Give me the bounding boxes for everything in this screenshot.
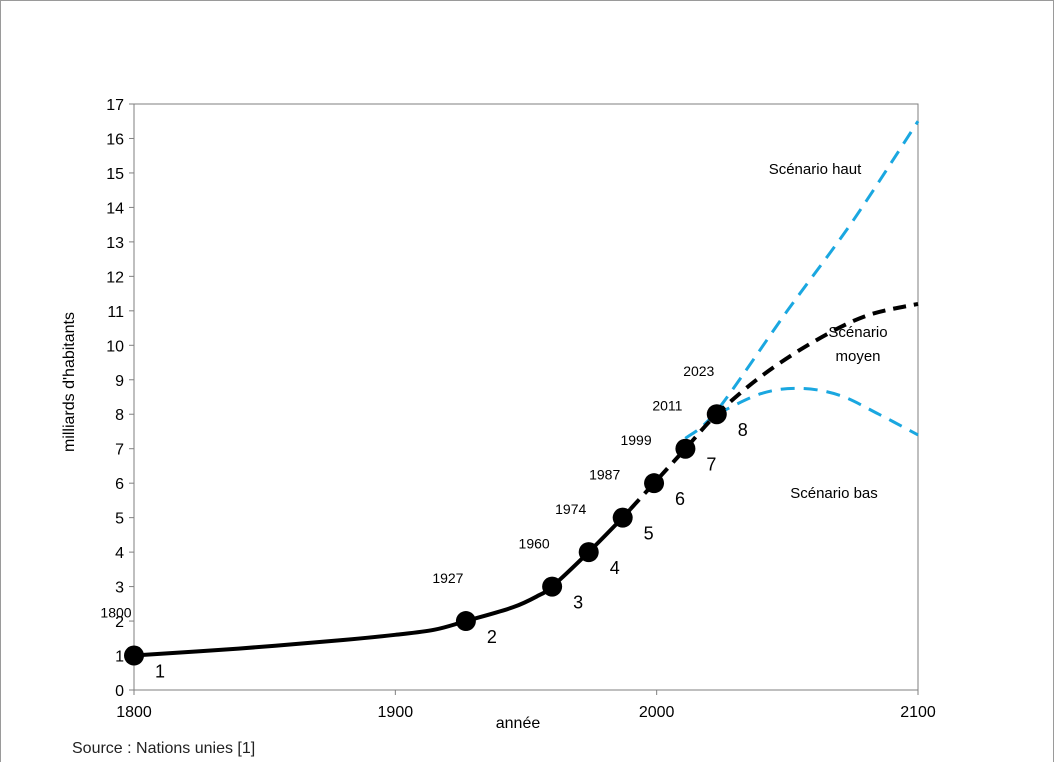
y-tick-label: 13 xyxy=(106,235,124,252)
milestone-year-label: 1987 xyxy=(589,467,620,483)
x-axis-label: année xyxy=(496,715,541,732)
scenario-label-low: Scénario bas xyxy=(790,485,878,502)
y-axis-label: milliards d'habitants xyxy=(61,312,78,452)
scenario-label-medium: Scénario xyxy=(828,324,887,341)
y-tick-label: 16 xyxy=(106,131,124,148)
milestone-index-label: 6 xyxy=(675,489,685,509)
y-tick-label: 10 xyxy=(106,338,124,355)
y-tick-label: 12 xyxy=(106,269,124,286)
x-tick-label: 2000 xyxy=(639,704,675,721)
x-tick-label: 2100 xyxy=(900,704,936,721)
y-tick-label: 3 xyxy=(115,580,124,597)
y-tick-label: 5 xyxy=(115,511,124,528)
milestone-marker xyxy=(675,438,696,459)
milestone-year-label: 1927 xyxy=(432,570,463,586)
y-tick-label: 17 xyxy=(106,97,124,114)
x-tick-label: 1900 xyxy=(378,704,414,721)
y-tick-label: 2 xyxy=(115,614,124,631)
milestone-year-label: 1960 xyxy=(519,536,550,552)
milestone-index-label: 5 xyxy=(644,524,654,544)
milestone-year-label: 2011 xyxy=(652,398,682,414)
milestone-index-label: 4 xyxy=(610,558,620,578)
milestone-year-label: 1974 xyxy=(555,501,586,517)
milestone-marker xyxy=(644,473,665,494)
x-tick-label: 1800 xyxy=(116,704,152,721)
y-tick-label: 0 xyxy=(115,683,124,700)
milestone-marker xyxy=(455,611,476,632)
milestone-index-label: 7 xyxy=(706,455,716,475)
source-caption: Source : Nations unies [1] xyxy=(72,740,256,757)
milestone-year-label: 1999 xyxy=(620,432,651,448)
milestone-marker xyxy=(706,404,727,425)
milestone-marker xyxy=(542,576,563,597)
milestone-index-label: 8 xyxy=(738,420,748,440)
milestone-index-label: 1 xyxy=(155,662,165,682)
milestone-marker xyxy=(612,507,633,528)
scenario-label-medium: moyen xyxy=(835,348,880,365)
y-tick-label: 11 xyxy=(107,304,124,321)
y-tick-label: 1 xyxy=(115,649,124,666)
series-line-medium xyxy=(629,301,919,511)
milestone-marker xyxy=(124,645,144,666)
milestone-year-label: 1800 xyxy=(100,605,131,621)
y-tick-label: 14 xyxy=(106,200,124,217)
y-tick-label: 4 xyxy=(115,545,124,562)
plot-area xyxy=(133,103,919,691)
y-tick-label: 7 xyxy=(115,442,124,459)
y-tick-label: 6 xyxy=(115,476,124,493)
scenario-label-high: Scénario haut xyxy=(769,161,862,178)
y-tick-label: 15 xyxy=(106,166,124,183)
milestone-year-label: 2023 xyxy=(683,363,714,379)
y-tick-label: 8 xyxy=(115,407,124,424)
milestone-index-label: 2 xyxy=(487,627,497,647)
milestone-marker xyxy=(578,542,599,563)
milestone-index-label: 3 xyxy=(573,593,583,613)
y-tick-label: 9 xyxy=(115,373,124,390)
